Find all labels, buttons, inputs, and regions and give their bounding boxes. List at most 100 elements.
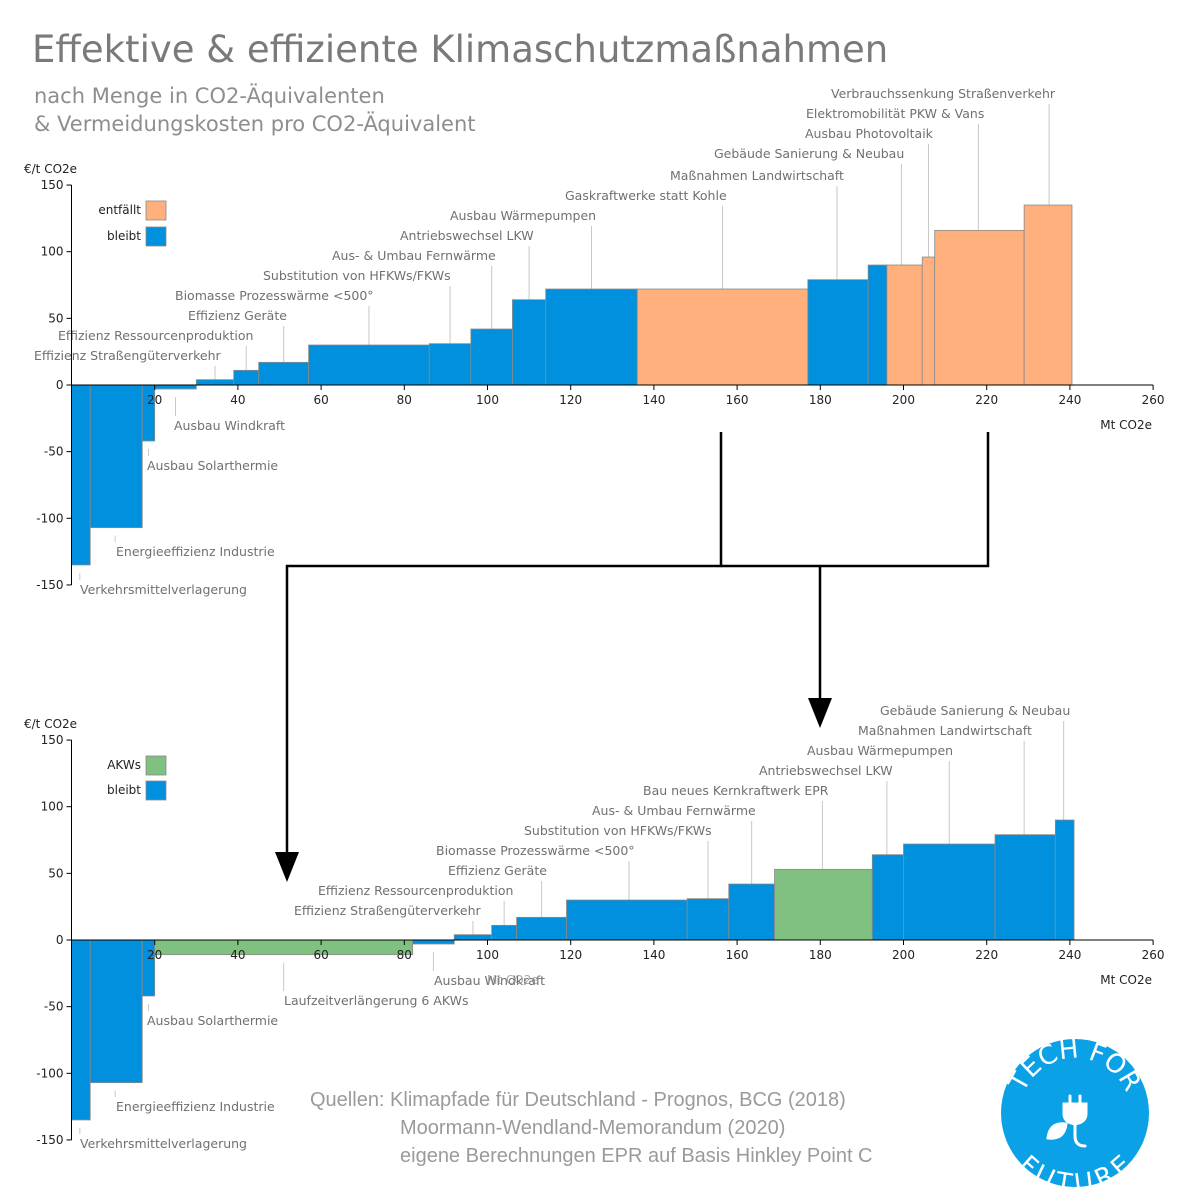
- y-tick-label: -150: [36, 1133, 63, 1147]
- y-tick-label: 150: [41, 733, 64, 747]
- source-line-2: Moormann-Wendland-Memorandum (2020): [400, 1117, 786, 1139]
- sources-block: Quellen: Klimapfade für Deutschland - Pr…: [310, 1086, 873, 1170]
- bar-label: Aus- & Umbau Fernwärme: [592, 803, 756, 818]
- subtitle-line-2: & Vermeidungskosten pro CO2-Äquivalent: [34, 112, 476, 136]
- y-tick-label: -100: [36, 511, 63, 525]
- x-tick-label: 140: [642, 948, 665, 962]
- plug-leaf-icon: [1046, 1094, 1088, 1148]
- subtitle-line-1: nach Menge in CO2-Äquivalenten: [34, 84, 385, 108]
- legend-swatch: [145, 200, 167, 221]
- x-axis-label: Mt CO2e: [1100, 418, 1152, 432]
- bar-label: Biomasse Prozesswärme <500°: [436, 843, 635, 858]
- bar-label: Effizienz Geräte: [448, 863, 547, 878]
- x-tick-label: 120: [559, 948, 582, 962]
- bar-label: Bau neues Kernkraftwerk EPR: [643, 783, 829, 798]
- bar-label: Ausbau Windkraft: [174, 418, 285, 433]
- bar: [512, 299, 547, 386]
- bar: [71, 384, 91, 566]
- bar-label: Substitution von HFKWs/FKWs: [524, 823, 712, 838]
- bar: [636, 288, 809, 386]
- bar-label: Gaskraftwerke statt Kohle: [565, 188, 727, 203]
- bar: [453, 934, 493, 941]
- x-tick-label: 200: [892, 948, 915, 962]
- x-tick-label: 80: [397, 948, 412, 962]
- bar-label: Laufzeitverlängerung 6 AKWs: [284, 993, 468, 1008]
- bar-label: Ausbau Wärmepumpen: [450, 208, 596, 223]
- arrow-path-left: [285, 432, 723, 860]
- x-tick-label: 220: [975, 393, 998, 407]
- x-tick-label: 40: [230, 393, 245, 407]
- bar: [545, 288, 638, 386]
- x-tick-label: 80: [397, 393, 412, 407]
- bar-label: Effizienz Geräte: [188, 308, 287, 323]
- y-tick-label: 100: [41, 245, 64, 259]
- bar-label: Aus- & Umbau Fernwärme: [332, 248, 496, 263]
- bar: [686, 898, 730, 941]
- bar: [1023, 204, 1073, 386]
- bar-label: Effizienz Straßengüterverkehr: [294, 903, 482, 918]
- bar: [807, 279, 869, 386]
- bar: [154, 384, 197, 390]
- bar: [994, 834, 1056, 941]
- y-tick-label: -100: [36, 1066, 63, 1080]
- x-tick-label: 260: [1142, 393, 1165, 407]
- x-tick-label: 140: [642, 393, 665, 407]
- arrow-path-right: [721, 432, 990, 568]
- bar: [516, 916, 567, 941]
- bar: [934, 229, 1025, 386]
- bar: [491, 924, 518, 941]
- bar-label: Antriebswechsel LKW: [400, 228, 534, 243]
- source-line-1: Quellen: Klimapfade für Deutschland - Pr…: [310, 1089, 846, 1111]
- x-axis-label: Mt CO2e: [1100, 973, 1152, 987]
- bar-label: Ausbau Photovoltaik: [805, 126, 934, 141]
- bar: [921, 256, 936, 386]
- bar-label: Verkehrsmittelverlagerung: [80, 1136, 247, 1151]
- legend-label: bleibt: [107, 783, 141, 797]
- x-tick-label: 60: [313, 948, 328, 962]
- bar-label: Substitution von HFKWs/FKWs: [263, 268, 451, 283]
- legend-swatch: [145, 780, 167, 801]
- bar: [233, 369, 260, 386]
- bar: [71, 939, 91, 1121]
- bar: [871, 854, 904, 941]
- x-tick-label: 60: [313, 393, 328, 407]
- bar: [258, 361, 310, 386]
- bar-label: Ausbau Solarthermie: [147, 458, 278, 473]
- x-tick-label: 180: [809, 948, 832, 962]
- bar-label: Ausbau Wärmepumpen: [807, 743, 953, 758]
- source-line-3: eigene Berechnungen EPR auf Basis Hinkle…: [400, 1145, 873, 1167]
- chart-2: Verkehrsmittelverlagerung Energieeffizien…: [24, 703, 1165, 1151]
- y-tick-label: 0: [56, 378, 64, 392]
- y-tick-label: -50: [44, 445, 64, 459]
- y-tick-label: 50: [48, 866, 63, 880]
- y-tick-label: 100: [41, 800, 64, 814]
- y-axis-label: €/t CO2e: [24, 717, 77, 731]
- bar: [774, 868, 873, 941]
- bar: [428, 343, 472, 386]
- bar-label: Maßnahmen Landwirtschaft: [858, 723, 1032, 738]
- x-tick-label: 220: [975, 948, 998, 962]
- bar: [566, 899, 688, 941]
- x-tick-label: 160: [726, 393, 749, 407]
- bar-label: Effizienz Ressourcenproduktion: [318, 883, 513, 898]
- bar-label: Verbrauchssenkung Straßenverkehr: [831, 86, 1056, 101]
- x-tick-label: 40: [230, 948, 245, 962]
- bar-label: Ausbau Solarthermie: [147, 1013, 278, 1028]
- bar-label: Verkehrsmittelverlagerung: [80, 582, 247, 597]
- bar: [89, 939, 143, 1084]
- legend-swatch: [145, 226, 167, 247]
- x-axis-label-ghost: Mt CO2e: [487, 973, 539, 987]
- tech-for-future-logo: TECH FOR FUTURE: [1001, 1038, 1149, 1188]
- x-tick-label: 240: [1058, 948, 1081, 962]
- bar: [308, 344, 430, 386]
- bar: [867, 264, 888, 386]
- bar: [195, 379, 235, 386]
- bar: [1054, 819, 1075, 941]
- y-tick-label: -50: [44, 1000, 64, 1014]
- chart-1: Verkehrsmittelverlagerung Energieeffizien…: [24, 86, 1165, 597]
- x-tick-label: 100: [476, 948, 499, 962]
- x-tick-label: 100: [476, 393, 499, 407]
- arrow-head-left: [275, 852, 299, 882]
- legend-label: entfällt: [98, 203, 141, 217]
- bar-label: Gebäude Sanierung & Neubau: [880, 703, 1070, 718]
